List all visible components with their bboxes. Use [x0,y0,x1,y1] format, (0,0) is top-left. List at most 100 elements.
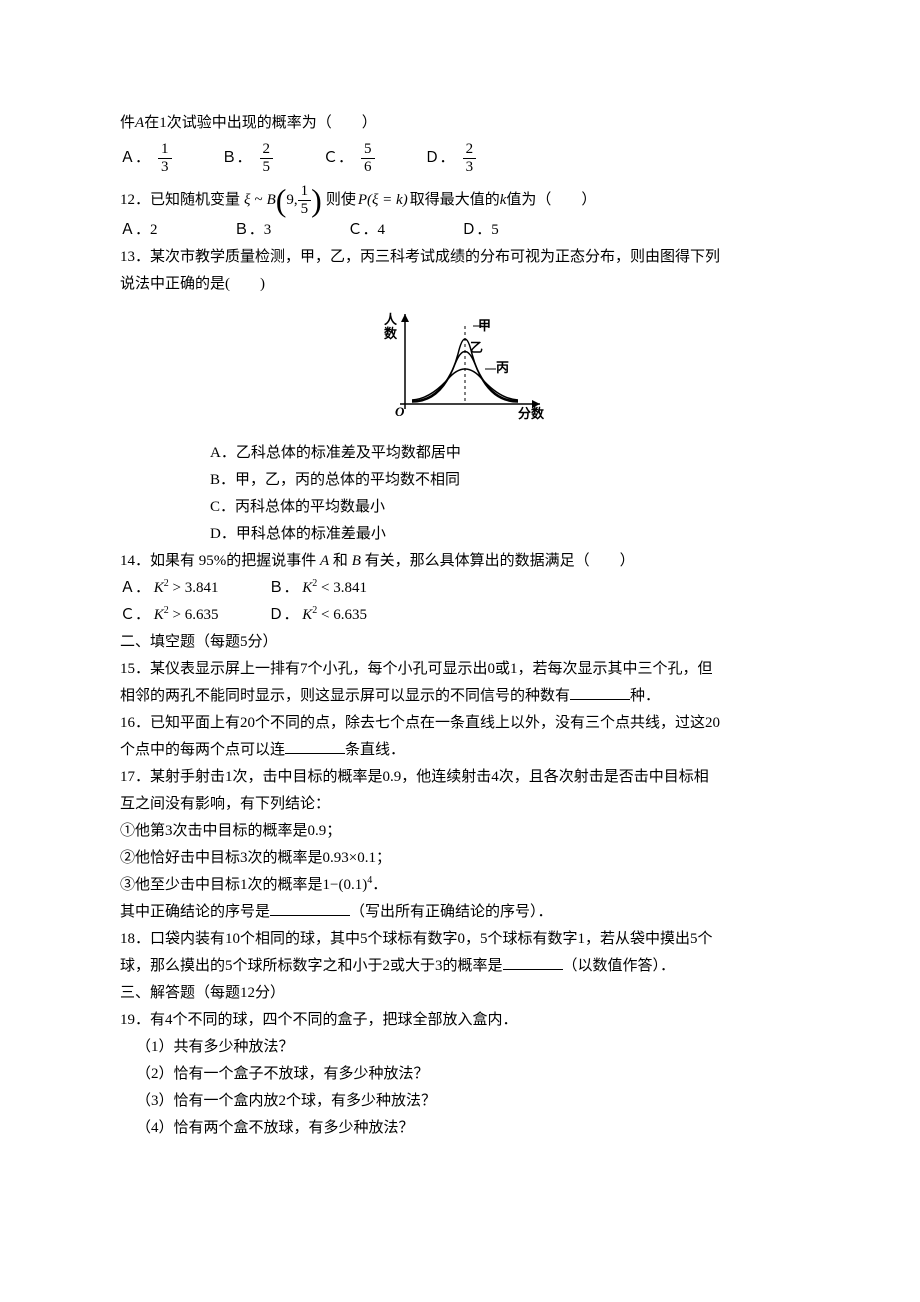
q15-line2a: 相邻的两孔不能同时显示，则这显示屏可以显示的不同信号的种数有 [120,688,570,704]
q12-mid: 则使 [326,187,356,214]
q14-cB: Ｂ． K2 < 3.841 [269,575,368,602]
q11-B-den: 5 [260,159,274,176]
q11-prefix: 件 [120,115,135,131]
q16-line2: 个点中的每两个点可以连 条直线． [120,737,800,764]
q16-line2a: 个点中的每两个点可以连 [120,742,285,758]
q11-B-frac: 2 5 [260,141,274,175]
q17-item3b: ． [372,872,387,899]
q12-B: B [267,187,276,214]
q11-D-label: Ｄ． [425,145,455,172]
q16-line1: 16．已知平面上有20个不同的点，除去七个点在一条直线上以外，没有三个点共线，过… [120,710,800,737]
q15-line2: 相邻的两孔不能同时显示，则这显示屏可以显示的不同信号的种数有 种． [120,683,800,710]
q14-tail: 有关，那么具体算出的数据满足（ ） [365,553,635,569]
q14-K2-B: K [302,580,312,596]
q14-K2-D: K [302,607,312,623]
origin-label: O [395,404,405,419]
q15-line1: 15．某仪表显示屏上一排有7个小孔，每个小孔可显示出0或1，若每次显示其中三个孔… [120,656,800,683]
q17-item1: ①他第3次击中目标的概率是0.9； [120,818,800,845]
q14-A: A [320,553,329,569]
q11-choice-B: Ｂ． 2 5 [222,141,274,175]
q16-line2b: 条直线． [345,742,405,758]
q19-line1: 19．有4个不同的球，四个不同的盒子，把球全部放入盒内． [120,1007,800,1034]
q11-stem: 件A在1次试验中出现的概率为（ ） [120,110,800,137]
q18-line1: 18．口袋内装有10个相同的球，其中5个球标有数字0，5个球标有数字1，若从袋中… [120,926,800,953]
q12-prefix: 12．已知随机变量 [120,187,240,214]
q13-D: D．甲科总体的标准差最小 [120,521,800,548]
q14-cA-label: Ａ． [120,580,150,596]
svg-text:数: 数 [384,326,398,341]
q11-C-num: 5 [361,141,375,159]
q14-cC-label: Ｃ． [120,607,150,623]
q19-sub3: （3）恰有一个盒内放2个球，有多少种放法？ [120,1088,800,1115]
q11-A-frac: 1 3 [158,141,172,175]
q11-D-num: 2 [463,141,477,159]
label-yi: 乙 [470,340,483,355]
q11-C-frac: 5 6 [361,141,375,175]
q14-v2-C: 6.635 [185,607,219,623]
q17-line1: 17．某射手射击1次，击中目标的概率是0.9，他连续射击4次，且各次射击是否击中… [120,764,800,791]
q17-expr-base: 1−(0.1) [323,877,368,893]
x-axis-label: 分数 [518,406,545,421]
q11-D-den: 3 [463,159,477,176]
q12-tail: 取得最大值的 [410,187,500,214]
q17-line4a: 其中正确结论的序号是 [120,904,270,920]
q14-sup-C: 2 [164,605,169,616]
q19-sub4: （4）恰有两个盒不放球，有多少种放法？ [120,1115,800,1142]
q12-cD: Ｄ．5 [461,217,571,244]
q12-dist: ξ ~ B ( 9, 1 5 ) [244,183,322,217]
q11-B-num: 2 [260,141,274,159]
q11-B-label: Ｂ． [222,145,252,172]
q11-choice-A: Ａ． 1 3 [120,141,172,175]
q12-prob: P(ξ = k) [358,187,408,214]
q18-line2b: （以数值作答）． [563,958,676,974]
normal-dist-diagram-icon: 人 数 分数 O 甲 乙 丙 [370,304,550,424]
q14-B: B [352,553,361,569]
q11-choice-D: Ｄ． 2 3 [425,141,477,175]
q12-cC: Ｃ．4 [348,217,458,244]
q12-tilde: ~ [254,187,262,214]
q17-line4b: （写出所有正确结论的序号）． [350,904,553,920]
q14-cB-label: Ｂ． [269,580,299,596]
q12-cA: Ａ．2 [120,217,230,244]
q17-item2: ②他恰好击中目标3次的概率是0.93×0.1； [120,845,800,872]
q14-stem: 14．如果有 95%的把握说事件 A 和 B 有关，那么具体算出的数据满足（ ） [120,548,800,575]
q17-item3: ③他至少击中目标1次的概率是 1−(0.1)4 ． [120,872,800,899]
q19-sub2: （2）恰有一个盒子不放球，有多少种放法？ [120,1061,800,1088]
q13-A: A．乙科总体的标准差及平均数都居中 [120,440,800,467]
q14-cD: Ｄ． K2 < 6.635 [269,602,368,629]
q14-sup-A: 2 [164,578,169,589]
q18-blank [503,969,563,970]
q13-C: C．丙科总体的平均数最小 [120,494,800,521]
q12-cB: Ｂ．3 [234,217,344,244]
section3-title: 三、解答题（每题12分） [120,980,800,1007]
q12-choices: Ａ．2 Ｂ．3 Ｃ．4 Ｄ．5 [120,217,800,244]
q11-A-num: 1 [158,141,172,159]
q14-sup-D: 2 [312,605,317,616]
q11-C-label: Ｃ． [323,145,353,172]
q14-lt-B: < [321,580,329,596]
q12-frac: 1 5 [298,183,312,217]
paren-right-icon: ) [311,184,322,216]
q14-row1: Ａ． K2 > 3.841 Ｂ． K2 < 3.841 [120,575,800,602]
q17-line2: 互之间没有影响，有下列结论： [120,791,800,818]
q17-expr: 1−(0.1)4 [323,872,373,899]
q12-frac-num: 1 [298,183,312,201]
q13-line2: 说法中正确的是( ) [120,271,800,298]
q11-A-den: 3 [158,159,172,176]
paren-left-icon: ( [276,184,287,216]
q11-text: 在1次试验中出现的概率为（ ） [144,115,377,131]
q14-mid: 和 [333,553,348,569]
q11-A-label: Ａ． [120,145,150,172]
q12-paren: (ξ = k) [367,192,408,208]
q11-var-A: A [135,115,144,131]
q18-line2: 球，那么摸出的5个球所标数字之和小于2或大于3的概率是（以数值作答）． [120,953,800,980]
q15-blank [570,699,630,700]
q14-K2-C: K [154,607,164,623]
y-axis-label: 人 [384,312,398,327]
q14-v1-B: 3.841 [333,580,367,596]
q14-v2-D: 6.635 [333,607,367,623]
q15-line2b: 种． [630,688,660,704]
q14-cD-label: Ｄ． [269,607,299,623]
q12-n: 9, [286,187,297,214]
q12-tail2: 值为（ ） [506,187,596,214]
